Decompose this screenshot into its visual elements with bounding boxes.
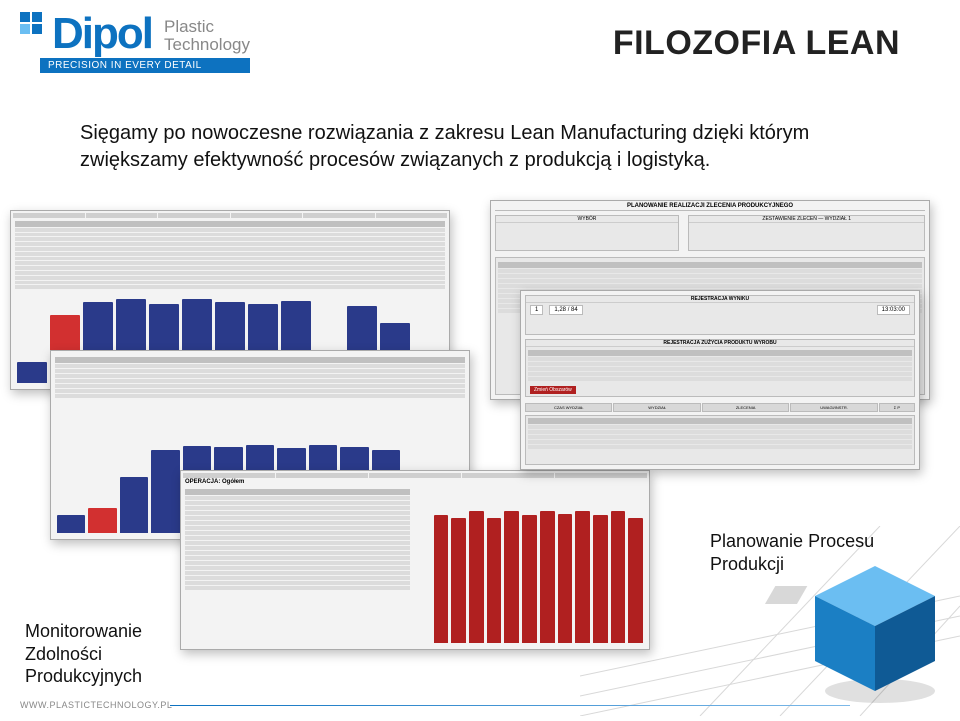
logo-sub: Plastic Technology: [164, 18, 250, 54]
panel-right-title: ZESTAWIENIE ZLECEŃ — WYDZIAŁ 1: [689, 216, 924, 223]
page-title: FILOZOFIA LEAN: [613, 24, 900, 63]
reg-tab-0[interactable]: CZAS WYDZIAŁ: [525, 403, 612, 412]
screenshot-registration: REJESTRACJA WYNIKU 1 1,28 / 84 13:03:00 …: [520, 290, 920, 470]
cube-icon: [800, 556, 950, 706]
reg-tab-1[interactable]: WYDZIAŁ: [613, 403, 700, 412]
logo-sub-2: Technology: [164, 36, 250, 54]
reg-title-2: REJESTRACJA ZUŻYCIA PRODUKTU WYROBU: [526, 340, 914, 347]
footer-url: WWW.PLASTICTECHNOLOGY.PL: [20, 700, 172, 710]
caption-left: Monitorowanie Zdolności Produkcyjnych: [25, 620, 142, 688]
operations-header: OPERACJA: Ogółem: [185, 479, 244, 485]
reg-num-1: 1,28 / 84: [549, 305, 582, 315]
reg-title-1: REJESTRACJA WYNIKU: [526, 296, 914, 303]
reg-tab-3[interactable]: UWAGI/INSTR.: [790, 403, 877, 412]
reg-num-0: 1: [530, 305, 543, 315]
logo-sub-1: Plastic: [164, 18, 250, 36]
reg-tab-2[interactable]: ZLECENIA: [702, 403, 789, 412]
logo-mark: [20, 12, 42, 34]
reg-num-2: 13:03:00: [877, 305, 910, 315]
panel-left-title: WYBÓR: [496, 216, 678, 223]
screenshot-operations: OPERACJA: Ogółem: [180, 470, 650, 650]
footer-line: [170, 705, 850, 706]
reg-tab-4[interactable]: Σ P: [879, 403, 915, 412]
logo-block: Dipol Plastic Technology PRECISION IN EV…: [20, 12, 250, 73]
body-text: Sięgamy po nowoczesne rozwiązania z zakr…: [80, 120, 880, 174]
reg-tabs: CZAS WYDZIAŁ WYDZIAŁ ZLECENIA UWAGI/INST…: [525, 403, 915, 412]
logo-name: Dipol: [52, 9, 152, 58]
reg-button[interactable]: Zmień Obszarów: [530, 386, 576, 394]
form-title: PLANOWANIE REALIZACJI ZLECENIA PRODUKCYJ…: [495, 203, 925, 211]
logo-tagline: PRECISION IN EVERY DETAIL: [40, 58, 250, 73]
